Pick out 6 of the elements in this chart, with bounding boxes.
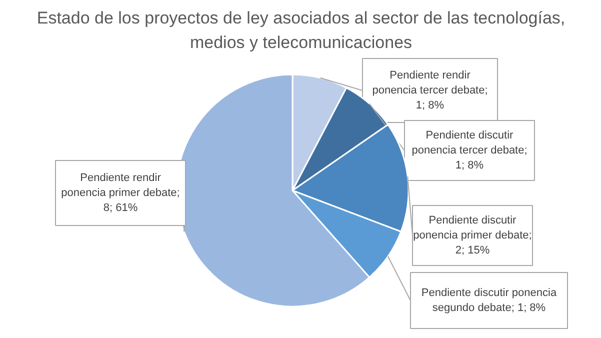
slice-label: Pendiente discutir ponencia primer debate; 2; 15% <box>413 214 532 256</box>
slice-label: Pendiente rendir ponencia primer debate; 8; 61% <box>61 172 180 214</box>
slice-label: Pendiente rendir ponencia tercer debate; 1; 8% <box>372 70 488 112</box>
chart-title: Estado de los proyectos de ley asociados al sector de las tecnologías, medios y telecomunicaciones <box>36 8 566 52</box>
slice-label: Pendiente discutir ponencia segundo debate; 1; 8% <box>421 287 558 314</box>
slice-label: Pendiente discutir ponencia tercer debate; 1; 8% <box>412 130 528 172</box>
